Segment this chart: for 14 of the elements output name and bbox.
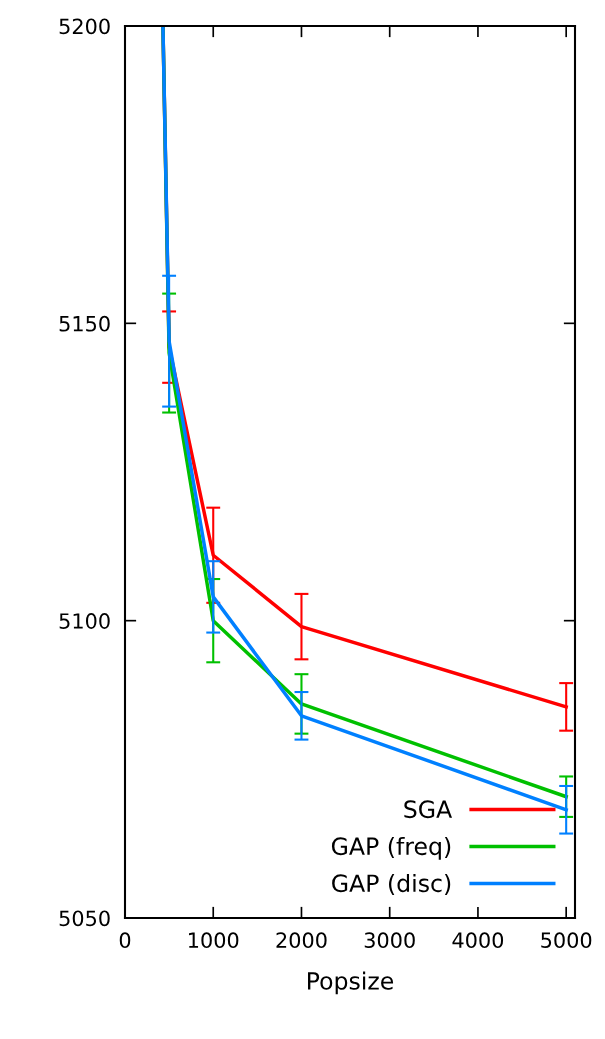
x-tick-label: 2000 bbox=[276, 932, 327, 949]
x-tick-label: 1000 bbox=[189, 932, 239, 949]
legend-label: GAP (freq) bbox=[331, 836, 451, 860]
y-tick-label: 5050 bbox=[59, 910, 110, 927]
x-tick-label: 5000 bbox=[541, 932, 592, 949]
x-tick-label: 3000 bbox=[364, 932, 415, 949]
x-tick-label: 4000 bbox=[452, 932, 504, 949]
y-tick-label: 5150 bbox=[59, 315, 110, 332]
legend-label: SGA bbox=[404, 800, 453, 819]
legend-label: GAP (disc) bbox=[332, 873, 451, 895]
x-axis-title: Popsize bbox=[308, 971, 394, 995]
y-tick-label: 5200 bbox=[59, 18, 110, 35]
y-tick-label: 5100 bbox=[59, 613, 110, 629]
x-tick-label: 0 bbox=[119, 932, 131, 949]
